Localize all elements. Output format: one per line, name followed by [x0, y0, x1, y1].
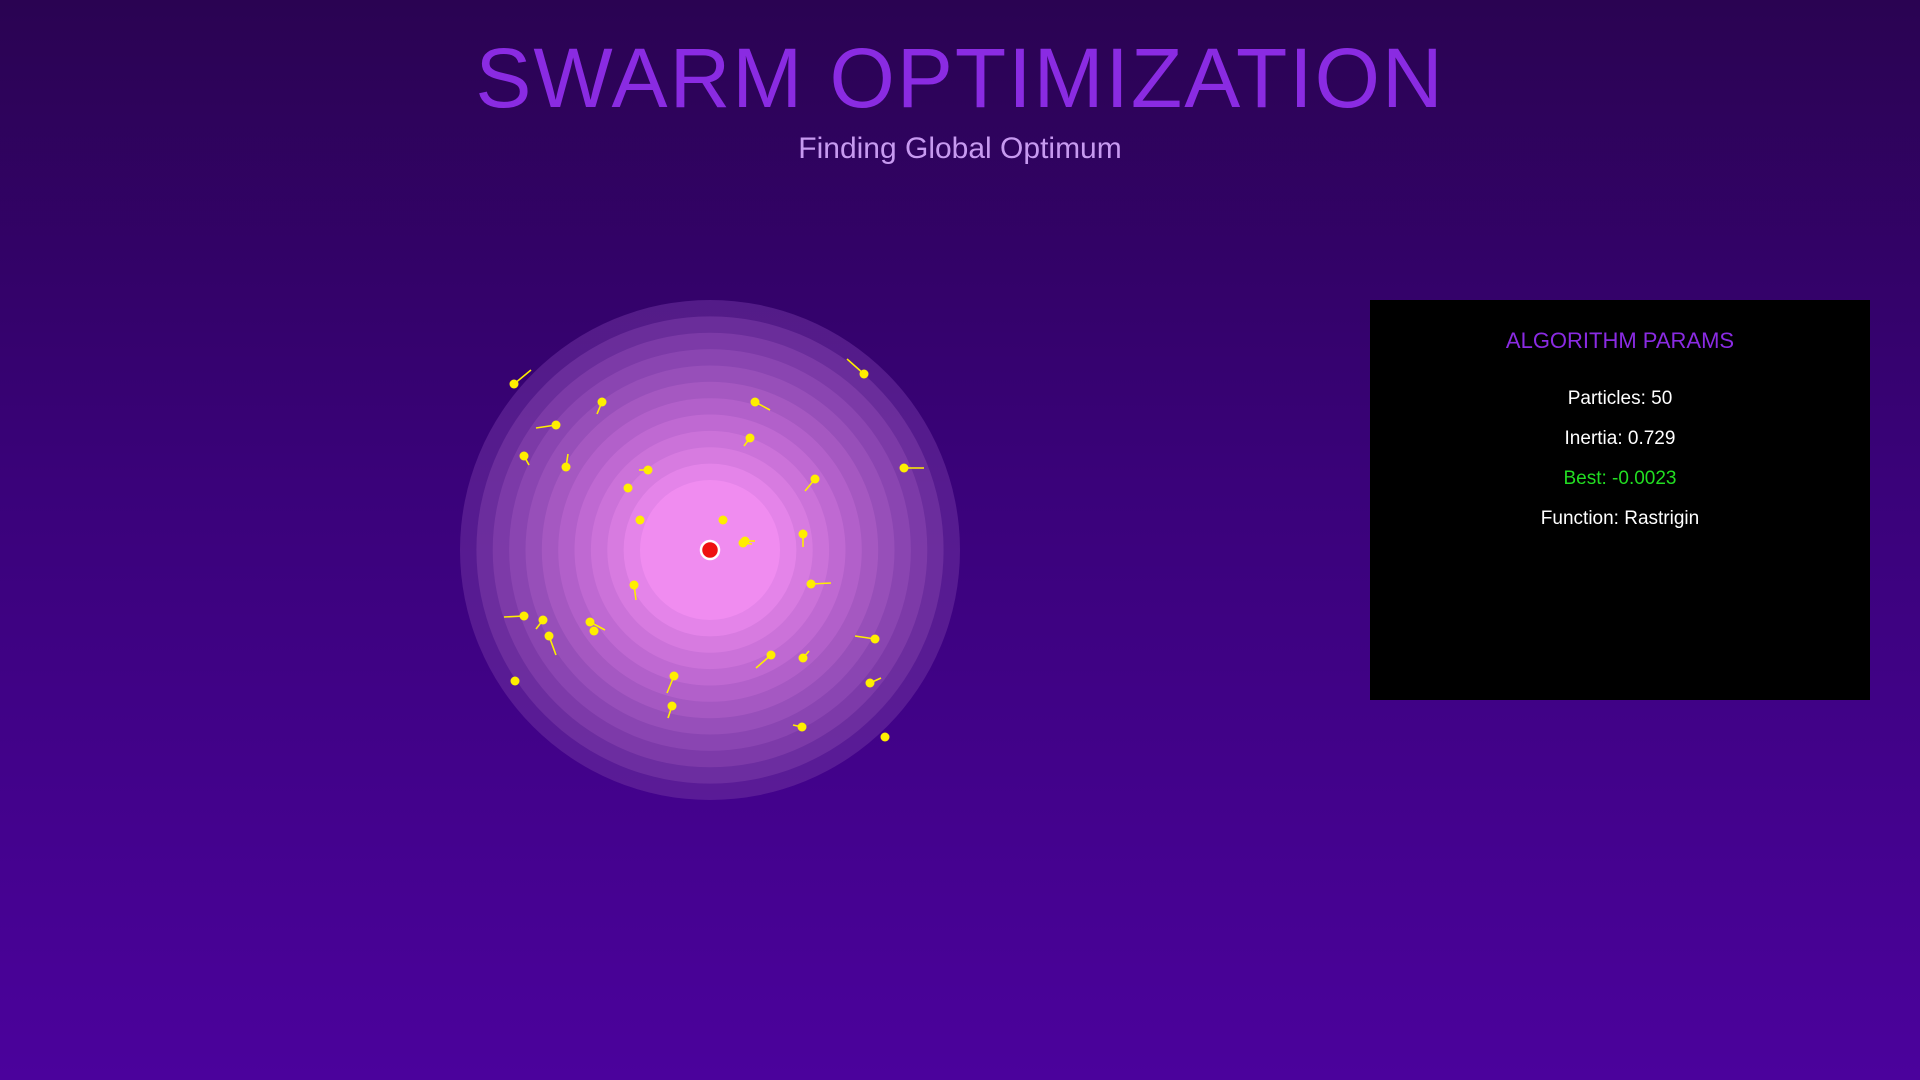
particle — [623, 483, 633, 493]
particle — [798, 650, 810, 663]
particle — [854, 634, 880, 644]
particle-dot — [551, 420, 561, 430]
particle-dot — [810, 474, 820, 484]
particle-dot — [510, 676, 520, 686]
particle-dot — [561, 462, 571, 472]
particle — [596, 397, 607, 415]
particle — [519, 451, 530, 466]
particle-dot — [797, 722, 807, 732]
particle — [585, 617, 606, 631]
particle-dot — [870, 634, 880, 644]
particle — [629, 580, 639, 601]
particle — [635, 515, 645, 525]
param-inertia: Inertia: 0.729 — [1564, 428, 1676, 449]
particle-dot — [745, 433, 755, 443]
particle-dot — [766, 650, 776, 660]
particle-dot — [544, 631, 554, 641]
particle-dot — [635, 515, 645, 525]
particle — [743, 433, 755, 447]
particle-dot — [798, 529, 808, 539]
particle — [792, 722, 807, 732]
particle — [561, 453, 571, 472]
particle — [755, 650, 776, 669]
particle-dot — [519, 611, 529, 621]
particle — [865, 677, 882, 688]
particle-dot — [806, 579, 816, 589]
particle-dot — [718, 515, 728, 525]
particle — [750, 397, 771, 411]
particle-dot — [538, 615, 548, 625]
particle-dot — [629, 580, 639, 590]
particle — [639, 465, 653, 475]
particle-dot — [750, 397, 760, 407]
particle-dot — [798, 653, 808, 663]
particle-dot — [643, 465, 653, 475]
particle-dot — [859, 369, 869, 379]
particle-dot — [585, 617, 595, 627]
particle-dot — [509, 379, 519, 389]
particle — [806, 579, 832, 589]
particle — [804, 474, 820, 492]
particle — [544, 631, 557, 656]
particle — [503, 611, 529, 621]
particle-dot — [865, 678, 875, 688]
particle — [738, 538, 753, 548]
particle — [718, 515, 728, 525]
particle — [899, 463, 924, 473]
particle-dot — [880, 732, 890, 742]
particle — [666, 671, 679, 694]
particle-dot — [589, 626, 599, 636]
particle — [535, 420, 561, 430]
particle — [667, 701, 677, 719]
particle-dot — [669, 671, 679, 681]
particle-dot — [899, 463, 909, 473]
page-title: SWARM OPTIMIZATION — [475, 31, 1445, 125]
particle-dot — [623, 483, 633, 493]
param-best: Best: -0.0023 — [1563, 468, 1677, 489]
particle-dot — [597, 397, 607, 407]
particle-layer — [503, 358, 924, 742]
particle — [589, 626, 599, 636]
param-function: Function: Rastrigin — [1540, 508, 1700, 529]
params-title: ALGORITHM PARAMS — [1505, 328, 1735, 353]
page-subtitle: Finding Global Optimum — [798, 132, 1122, 165]
particle — [509, 369, 532, 389]
particle — [798, 529, 808, 547]
particle-dot — [738, 538, 748, 548]
algorithm-params-panel: ALGORITHM PARAMS Particles: 50 Inertia: … — [1370, 300, 1870, 700]
particle — [846, 358, 869, 379]
particle — [535, 615, 548, 630]
param-particles: Particles: 50 — [1567, 388, 1673, 409]
global-best-marker — [699, 539, 721, 561]
particle-dot — [667, 701, 677, 711]
particle-dot — [519, 451, 529, 461]
particle — [510, 676, 520, 686]
particle — [880, 732, 890, 742]
